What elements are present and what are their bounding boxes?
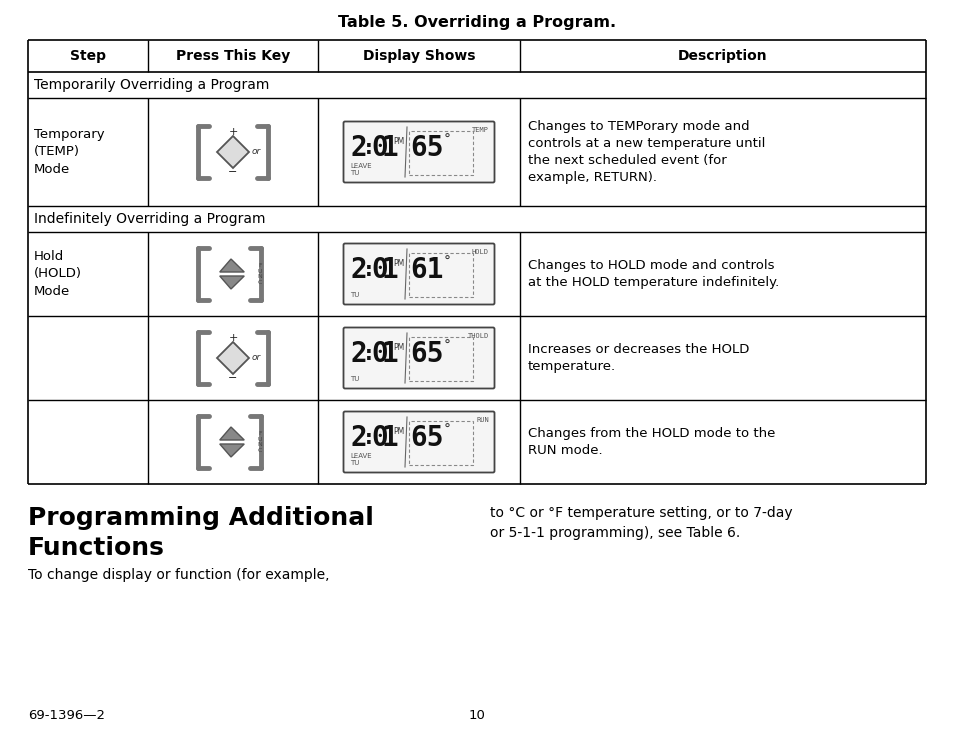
Text: or: or [252, 354, 261, 363]
Text: TEMP: TEMP [472, 127, 489, 133]
Text: 0: 0 [372, 134, 388, 162]
Text: :: : [365, 345, 373, 363]
Text: Increases or decreases the HOLD
temperature.: Increases or decreases the HOLD temperat… [527, 343, 749, 373]
Text: LEAVE: LEAVE [350, 163, 372, 169]
Text: Press This Key: Press This Key [175, 49, 290, 63]
Text: or: or [252, 147, 261, 156]
Text: 2: 2 [351, 256, 367, 284]
Text: Temporarily Overriding a Program: Temporarily Overriding a Program [34, 78, 269, 92]
FancyBboxPatch shape [343, 121, 494, 183]
Text: PM: PM [393, 260, 404, 269]
Text: Programming Additional: Programming Additional [28, 506, 374, 530]
Text: 65: 65 [410, 340, 443, 368]
Polygon shape [219, 444, 244, 457]
Text: PM: PM [393, 138, 404, 147]
Text: LEAVE: LEAVE [350, 453, 372, 459]
Text: TU: TU [350, 376, 359, 382]
Text: PM: PM [393, 428, 404, 437]
FancyBboxPatch shape [343, 328, 494, 388]
Text: 65: 65 [410, 424, 443, 452]
Text: −: − [228, 373, 237, 383]
Bar [409, 421, 473, 465]
Polygon shape [219, 276, 244, 289]
Text: Temporary
(TEMP)
Mode: Temporary (TEMP) Mode [34, 128, 105, 176]
Text: 0: 0 [372, 256, 388, 284]
Text: Indefinitely Overriding a Program: Indefinitely Overriding a Program [34, 212, 265, 226]
Text: HOLD: HOLD [472, 249, 489, 255]
Polygon shape [219, 427, 244, 440]
Text: :: : [365, 260, 373, 280]
Text: F
U
N
C: F U N C [257, 431, 262, 453]
FancyBboxPatch shape [343, 411, 494, 473]
Text: Display Shows: Display Shows [362, 49, 475, 63]
Text: To change display or function (for example,: To change display or function (for examp… [28, 568, 329, 582]
Text: °: ° [443, 133, 450, 147]
Text: Changes to HOLD mode and controls
at the HOLD temperature indefinitely.: Changes to HOLD mode and controls at the… [527, 259, 779, 289]
Text: 1: 1 [381, 340, 398, 368]
Text: Changes from the HOLD mode to the
RUN mode.: Changes from the HOLD mode to the RUN mo… [527, 427, 775, 457]
Text: 69-1396—2: 69-1396—2 [28, 709, 105, 722]
Bar [409, 337, 473, 381]
Text: 61: 61 [410, 256, 443, 284]
FancyBboxPatch shape [343, 243, 494, 304]
Text: Functions: Functions [28, 536, 165, 560]
Text: 65: 65 [410, 134, 443, 162]
Text: 1: 1 [381, 424, 398, 452]
Text: TU: TU [350, 292, 359, 298]
Text: PM: PM [393, 343, 404, 352]
Text: +: + [228, 333, 237, 343]
Text: 0: 0 [372, 424, 388, 452]
Text: 1: 1 [381, 134, 398, 162]
Text: +: + [228, 127, 237, 137]
Text: Step: Step [70, 49, 106, 63]
Text: °: ° [443, 423, 450, 437]
Text: Description: Description [678, 49, 767, 63]
Text: 10: 10 [468, 709, 485, 722]
Polygon shape [216, 342, 249, 374]
Polygon shape [219, 259, 244, 272]
Text: to °C or °F temperature setting, or to 7-day
or 5-1-1 programming), see Table 6.: to °C or °F temperature setting, or to 7… [490, 506, 792, 539]
Text: :: : [365, 138, 373, 158]
Text: −: − [228, 167, 237, 177]
Text: 2: 2 [351, 424, 367, 452]
Text: °: ° [443, 339, 450, 353]
Text: THOLD: THOLD [467, 333, 489, 339]
Text: Changes to TEMPorary mode and
controls at a new temperature until
the next sched: Changes to TEMPorary mode and controls a… [527, 120, 764, 184]
Text: TU: TU [350, 460, 359, 466]
Text: :: : [365, 428, 373, 448]
Bar [409, 131, 473, 175]
Text: F
U
N
C: F U N C [257, 263, 262, 285]
Text: 1: 1 [381, 256, 398, 284]
Text: 0: 0 [372, 340, 388, 368]
Text: RUN: RUN [476, 417, 489, 423]
Text: TU: TU [350, 170, 359, 176]
Text: Table 5. Overriding a Program.: Table 5. Overriding a Program. [337, 15, 616, 30]
Text: °: ° [443, 255, 450, 269]
Bar [409, 253, 473, 297]
Text: 2: 2 [351, 340, 367, 368]
Polygon shape [216, 136, 249, 168]
Text: 2: 2 [351, 134, 367, 162]
Text: Hold
(HOLD)
Mode: Hold (HOLD) Mode [34, 250, 82, 298]
